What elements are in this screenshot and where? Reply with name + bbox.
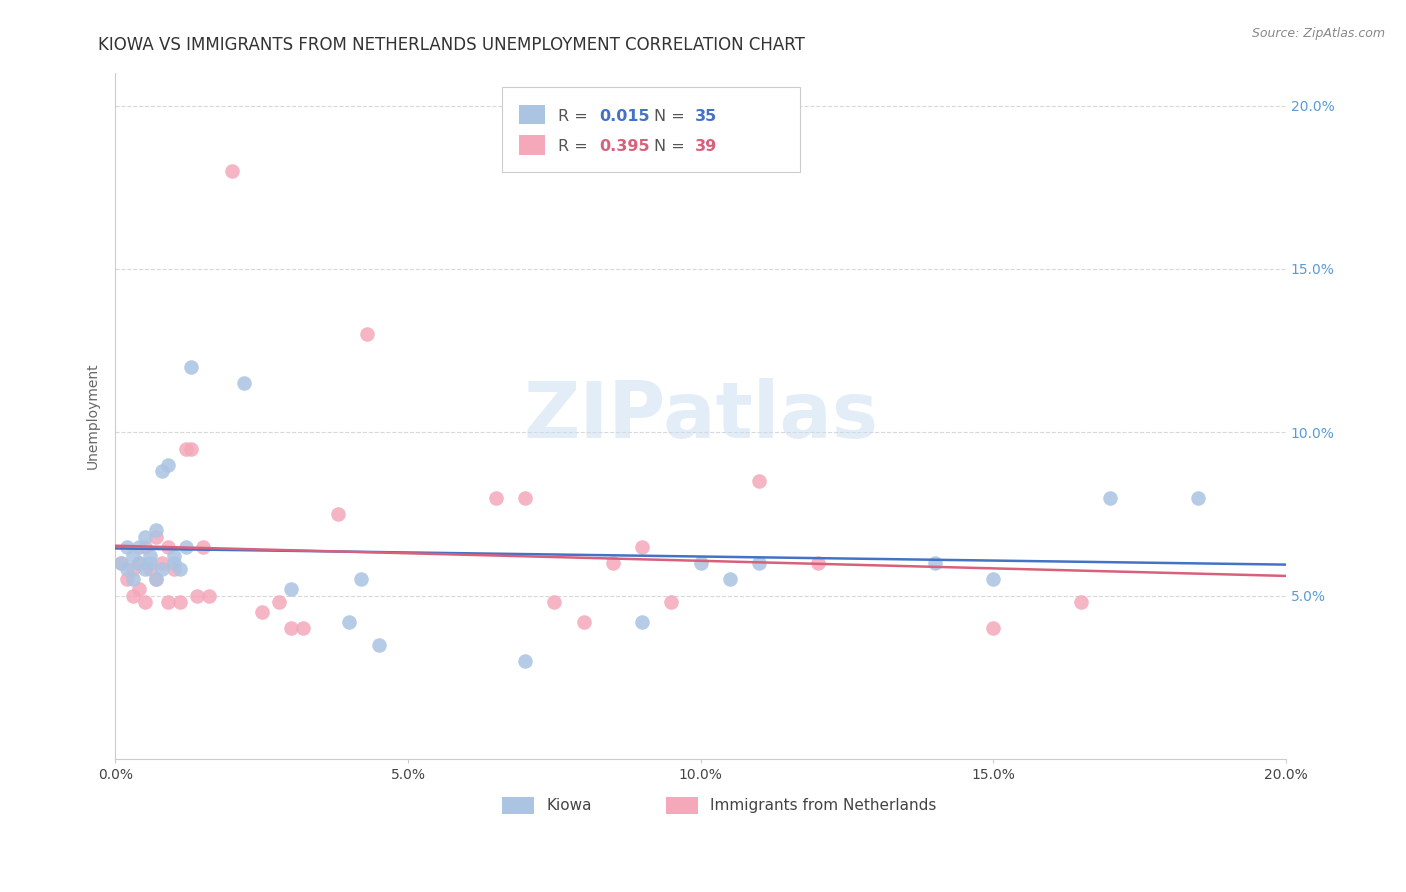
Point bbox=[350, 572, 373, 586]
Point bbox=[661, 595, 683, 609]
Point bbox=[356, 327, 378, 342]
Point bbox=[180, 442, 202, 456]
Point bbox=[110, 556, 132, 570]
Point bbox=[631, 540, 654, 554]
Text: Kiowa: Kiowa bbox=[546, 798, 592, 814]
FancyBboxPatch shape bbox=[519, 136, 546, 154]
Point bbox=[174, 540, 197, 554]
Point bbox=[150, 562, 173, 576]
Point bbox=[572, 615, 595, 629]
Point bbox=[134, 530, 156, 544]
Point bbox=[924, 556, 946, 570]
Point bbox=[150, 556, 173, 570]
Point bbox=[128, 582, 150, 596]
Text: 0.395: 0.395 bbox=[599, 139, 650, 154]
Point bbox=[367, 638, 389, 652]
FancyBboxPatch shape bbox=[502, 797, 534, 814]
Point bbox=[186, 589, 208, 603]
Text: 0.015: 0.015 bbox=[599, 109, 650, 124]
Point bbox=[139, 549, 162, 564]
Point bbox=[128, 556, 150, 570]
Point bbox=[326, 507, 349, 521]
Point bbox=[339, 615, 361, 629]
Point bbox=[128, 540, 150, 554]
Point bbox=[145, 572, 167, 586]
Point bbox=[689, 556, 711, 570]
Point bbox=[150, 465, 173, 479]
FancyBboxPatch shape bbox=[519, 105, 546, 124]
Point bbox=[110, 556, 132, 570]
Point bbox=[134, 562, 156, 576]
Text: Immigrants from Netherlands: Immigrants from Netherlands bbox=[710, 798, 936, 814]
Point bbox=[139, 562, 162, 576]
Point bbox=[198, 589, 221, 603]
Point bbox=[180, 359, 202, 374]
Point bbox=[156, 540, 179, 554]
Point bbox=[250, 605, 273, 619]
Point bbox=[134, 595, 156, 609]
Y-axis label: Unemployment: Unemployment bbox=[86, 363, 100, 469]
Point bbox=[174, 442, 197, 456]
Point bbox=[191, 540, 214, 554]
Point bbox=[981, 621, 1004, 635]
Point bbox=[748, 556, 770, 570]
Point bbox=[602, 556, 624, 570]
Text: N =: N = bbox=[654, 139, 690, 154]
Text: ZIPatlas: ZIPatlas bbox=[523, 378, 879, 454]
Text: KIOWA VS IMMIGRANTS FROM NETHERLANDS UNEMPLOYMENT CORRELATION CHART: KIOWA VS IMMIGRANTS FROM NETHERLANDS UNE… bbox=[98, 36, 806, 54]
FancyBboxPatch shape bbox=[502, 87, 800, 172]
Point bbox=[269, 595, 291, 609]
Point bbox=[221, 164, 243, 178]
Point bbox=[115, 562, 138, 576]
Text: N =: N = bbox=[654, 109, 690, 124]
Point bbox=[291, 621, 314, 635]
Point bbox=[485, 491, 508, 505]
Point bbox=[128, 556, 150, 570]
Point bbox=[121, 549, 143, 564]
Point bbox=[981, 572, 1004, 586]
Point bbox=[163, 556, 186, 570]
Point bbox=[121, 562, 143, 576]
Point bbox=[121, 589, 143, 603]
Point bbox=[121, 572, 143, 586]
Point bbox=[169, 562, 191, 576]
Point bbox=[163, 549, 186, 564]
FancyBboxPatch shape bbox=[665, 797, 699, 814]
Point bbox=[280, 621, 302, 635]
Point bbox=[156, 595, 179, 609]
Point bbox=[807, 556, 830, 570]
Point bbox=[169, 595, 191, 609]
Point bbox=[233, 376, 256, 391]
Text: R =: R = bbox=[558, 139, 593, 154]
Point bbox=[1099, 491, 1122, 505]
Text: Source: ZipAtlas.com: Source: ZipAtlas.com bbox=[1251, 27, 1385, 40]
Point bbox=[1070, 595, 1092, 609]
Point bbox=[145, 530, 167, 544]
Point bbox=[748, 475, 770, 489]
Text: 35: 35 bbox=[695, 109, 717, 124]
Point bbox=[156, 458, 179, 472]
Text: R =: R = bbox=[558, 109, 593, 124]
Point bbox=[280, 582, 302, 596]
Point bbox=[513, 491, 536, 505]
Point bbox=[145, 572, 167, 586]
Point bbox=[115, 572, 138, 586]
Point bbox=[513, 654, 536, 668]
Point bbox=[543, 595, 565, 609]
Point bbox=[163, 562, 186, 576]
Point bbox=[134, 540, 156, 554]
Point bbox=[145, 523, 167, 537]
Text: 39: 39 bbox=[695, 139, 717, 154]
Point bbox=[631, 615, 654, 629]
Point bbox=[115, 540, 138, 554]
Point bbox=[139, 556, 162, 570]
Point bbox=[718, 572, 741, 586]
Point bbox=[1187, 491, 1209, 505]
